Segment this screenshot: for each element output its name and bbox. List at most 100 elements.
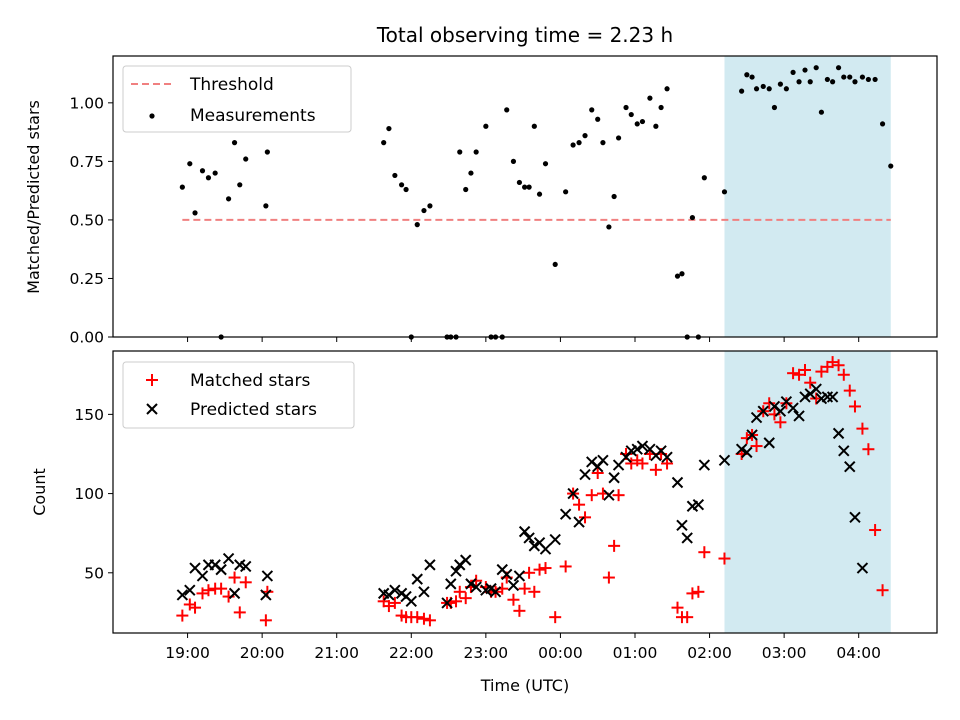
predicted-star-stroke: [228, 587, 241, 600]
predicted-star-stroke: [821, 391, 834, 403]
bottom-observing-window: [724, 351, 891, 633]
measurement-point: [818, 109, 825, 115]
predicted-star-stroke: [196, 570, 209, 582]
predicted-star-point: [465, 578, 477, 590]
predicted-star-stroke: [661, 451, 673, 463]
predicted-star-stroke: [513, 570, 526, 582]
matched-star-point: [518, 582, 531, 595]
measurement-point: [824, 76, 830, 83]
predicted-star-stroke: [189, 562, 201, 574]
predicted-star-point: [501, 568, 513, 581]
predicted-star-point: [523, 532, 535, 544]
predicted-star-stroke: [441, 597, 453, 609]
predicted-star-point: [240, 560, 252, 573]
x-tick-label: 21:00: [314, 644, 359, 662]
predicted-star-stroke: [774, 405, 787, 417]
predicted-star-point: [681, 532, 693, 544]
predicted-star-point: [559, 508, 572, 520]
matched-star-point: [388, 596, 401, 609]
measurement-point: [679, 271, 685, 277]
bottom-panel: 50 100 150 19:00 20:00 21:00 22:00 23:00 00:00 0…: [30, 350, 938, 695]
measurement-point: [468, 170, 474, 176]
measurement-point: [263, 203, 269, 209]
predicted-star-point: [215, 563, 227, 576]
measurement-point: [760, 83, 766, 90]
predicted-star-stroke: [559, 508, 572, 520]
bottom-y-tick-label: 150: [74, 406, 104, 424]
predicted-star-stroke: [507, 579, 520, 592]
measurement-point: [264, 149, 270, 155]
measurement-point: [510, 158, 517, 164]
predicted-star-point: [418, 586, 430, 598]
x-tick-label: 03:00: [762, 644, 807, 662]
predicted-star-stroke: [377, 587, 390, 600]
predicted-star-stroke: [176, 589, 189, 601]
predicted-star-point: [228, 587, 241, 600]
top-panel: 0.00 0.25 0.50 0.75 1.00 Matched/Predicted s…: [24, 55, 938, 347]
measurement-point: [790, 69, 796, 75]
predicted-star-stroke: [856, 562, 869, 574]
predicted-star-point: [222, 552, 235, 565]
legend-predicted-swatch: [146, 403, 158, 415]
measurement-point: [783, 86, 789, 92]
measurement-point: [205, 175, 212, 181]
matched-star-point: [239, 576, 252, 589]
predicted-star-point: [513, 570, 526, 582]
matched-star-point: [579, 511, 592, 524]
matched-star-point: [423, 614, 436, 627]
predicted-star-point: [603, 489, 615, 501]
predicted-star-point: [757, 405, 769, 417]
x-tick-label: 01:00: [613, 644, 658, 662]
measurement-point: [739, 88, 745, 94]
measurement-point: [212, 170, 218, 176]
matched-star-point: [183, 598, 196, 611]
measurement-point: [187, 161, 193, 167]
predicted-star-stroke: [787, 402, 799, 414]
matched-star-point: [681, 611, 694, 624]
predicted-star-point: [671, 476, 684, 489]
matched-star-point: [215, 582, 228, 595]
top-y-ticks: 0.00 0.25 0.50 0.75 1.00: [69, 94, 113, 347]
predicted-star-stroke: [768, 400, 781, 413]
predicted-star-stroke: [746, 429, 758, 441]
predicted-star-point: [567, 487, 579, 500]
top-y-axis-label: Matched/Predicted stars: [24, 100, 43, 294]
measurement-point: [192, 210, 198, 216]
predicted-star-point: [698, 459, 711, 471]
predicted-star-stroke: [832, 427, 845, 440]
predicted-star-stroke: [209, 559, 221, 571]
top-y-tick-label: 0.75: [69, 153, 104, 171]
predicted-star-stroke: [698, 459, 711, 471]
bottom-axes-frame: [112, 350, 938, 634]
matched-star-point: [559, 560, 572, 573]
predicted-star-stroke: [671, 476, 684, 489]
legend-measurements-swatch: [149, 113, 155, 119]
predicted-star-stroke: [757, 405, 769, 417]
predicted-star-stroke: [465, 578, 477, 590]
measurement-point: [179, 184, 185, 190]
predicted-star-point: [763, 437, 775, 449]
measurement-point: [589, 107, 595, 113]
matched-star-point: [649, 463, 662, 476]
top-y-tick-label: 0.25: [69, 270, 104, 288]
predicted-star-stroke: [501, 568, 513, 581]
matched-star-point: [856, 422, 869, 435]
top-x-ticks: [187, 337, 860, 342]
predicted-star-stroke: [793, 410, 805, 422]
predicted-star-point: [518, 525, 531, 538]
predicted-star-point: [528, 540, 541, 552]
measurement-point: [611, 193, 617, 200]
matched-star-point: [774, 416, 787, 429]
measurement-point: [542, 161, 549, 167]
bottom-y-ticks: 50 100 150: [74, 406, 113, 582]
x-tick-label: 22:00: [389, 644, 434, 662]
top-legend-box: [122, 65, 352, 133]
measurement-point: [570, 142, 576, 148]
measurement-point: [576, 140, 582, 146]
measurement-point: [766, 86, 772, 92]
measurement-point: [865, 76, 871, 83]
predicted-star-stroke: [567, 487, 579, 500]
predicted-star-stroke: [810, 383, 822, 395]
predicted-star-stroke: [636, 440, 649, 452]
predicted-star-point: [849, 511, 861, 524]
